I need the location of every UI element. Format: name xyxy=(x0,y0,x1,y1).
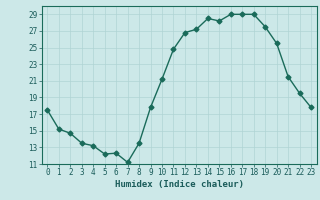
X-axis label: Humidex (Indice chaleur): Humidex (Indice chaleur) xyxy=(115,180,244,189)
